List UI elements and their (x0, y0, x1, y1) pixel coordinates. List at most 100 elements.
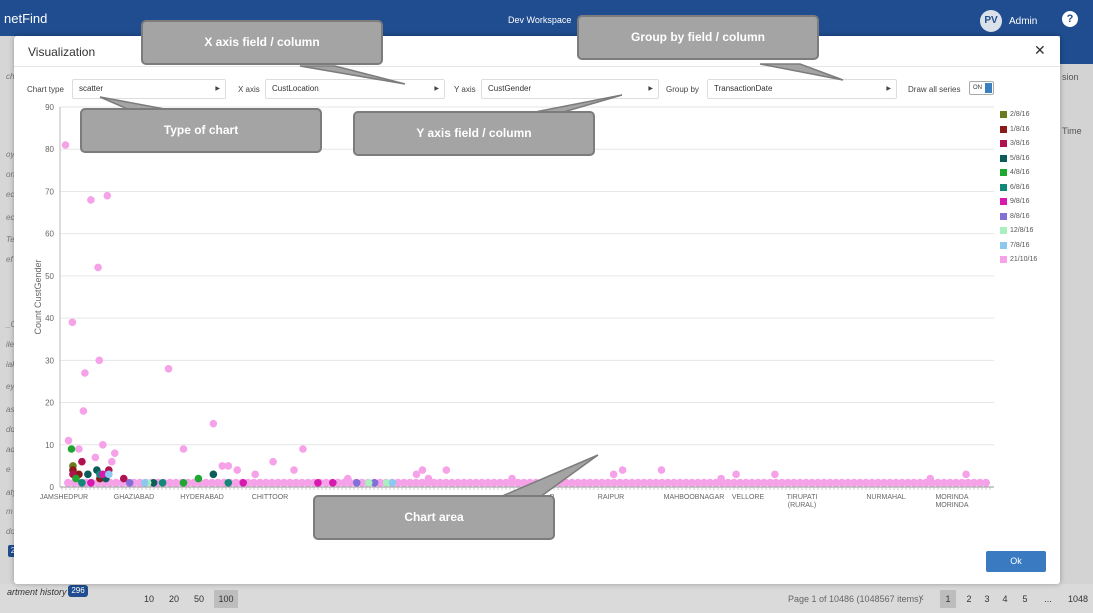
caret-right-icon: ▶ (648, 86, 653, 92)
data-point (700, 478, 708, 487)
data-point (286, 478, 294, 487)
legend-item[interactable]: 5/8/16 (1000, 153, 1060, 165)
data-point (466, 478, 474, 487)
legend-item[interactable]: 4/8/16 (1000, 167, 1060, 179)
previous-page-icon[interactable]: ‹ (920, 590, 924, 604)
data-point (742, 478, 750, 487)
page-2[interactable]: 2 (966, 594, 972, 604)
data-point (778, 478, 786, 487)
data-point (808, 478, 816, 487)
data-point (850, 478, 858, 487)
history-count-badge: 296 (68, 585, 88, 597)
data-point (232, 478, 240, 487)
data-point (676, 478, 684, 487)
page-4[interactable]: 4 (1002, 594, 1008, 604)
data-point (682, 478, 690, 487)
data-point (84, 470, 92, 479)
legend-item[interactable]: 7/8/16 (1000, 240, 1060, 252)
page-last[interactable]: 1048 (1067, 594, 1089, 604)
page-size-10[interactable]: 10 (143, 594, 154, 604)
y-tick-label: 70 (45, 187, 54, 196)
data-point (64, 436, 73, 445)
data-point (140, 478, 149, 487)
legend-item[interactable]: 3/8/16 (1000, 138, 1060, 150)
x-tick-label: HYDERABAD (180, 494, 224, 501)
legend-item[interactable]: 6/8/16 (1000, 182, 1060, 194)
data-point (736, 478, 744, 487)
page-3[interactable]: 3 (984, 594, 990, 604)
left-fragment: ey (6, 382, 15, 391)
data-point (962, 470, 970, 479)
data-point (172, 478, 180, 487)
data-point (940, 478, 948, 487)
legend-item[interactable]: 12/8/16 (1000, 225, 1060, 237)
user-name[interactable]: Admin (1009, 16, 1038, 27)
data-point (760, 478, 768, 487)
left-fragment: _C (6, 320, 17, 329)
data-point (64, 478, 72, 487)
right-column-fragment: Time (1062, 126, 1082, 136)
data-point (382, 478, 391, 487)
data-point (388, 478, 397, 487)
left-fragment: on (6, 170, 15, 179)
legend-item[interactable]: 8/8/16 (1000, 211, 1060, 223)
left-badge: 2 (8, 545, 18, 557)
legend-item[interactable]: 1/8/16 (1000, 124, 1060, 136)
legend-item[interactable]: 9/8/16 (1000, 196, 1060, 208)
help-icon[interactable]: ? (1062, 11, 1078, 27)
data-point (164, 364, 173, 373)
legend-swatch (1000, 212, 1007, 220)
legend-item[interactable]: 21/10/16 (1000, 254, 1060, 266)
legend-swatch (1000, 154, 1007, 162)
data-point (292, 478, 300, 487)
data-point (670, 478, 678, 487)
history-label[interactable]: artment history (7, 587, 67, 597)
x-axis-callout: X axis field / column (141, 20, 383, 65)
data-point (112, 478, 120, 487)
page-size-20[interactable]: 20 (168, 594, 179, 604)
data-point (490, 478, 498, 487)
background-right-panel (1060, 36, 1093, 596)
left-fragment: ec (6, 190, 15, 199)
page-5[interactable]: 5 (1022, 594, 1028, 604)
left-fragment: oy (6, 150, 15, 159)
page-size-50[interactable]: 50 (193, 594, 204, 604)
data-point (400, 478, 408, 487)
y-tick-label: 10 (45, 441, 54, 450)
data-point (766, 478, 774, 487)
data-point (442, 478, 450, 487)
data-point (430, 478, 438, 487)
data-point (105, 470, 113, 479)
data-point (224, 478, 233, 487)
left-fragment: iak (6, 360, 17, 369)
data-point (976, 478, 984, 487)
x-axis-label: X axis (238, 85, 260, 94)
legend-swatch (1000, 169, 1007, 176)
data-point (290, 466, 298, 474)
page-1[interactable]: 1 (940, 590, 956, 608)
data-point (179, 478, 188, 487)
data-point (202, 478, 210, 487)
legend-label: 9/8/16 (1010, 198, 1030, 205)
legend-item[interactable]: 2/8/16 (1000, 109, 1060, 121)
background-right-strip (1060, 36, 1093, 64)
data-point (628, 478, 636, 487)
draw-all-series-label: Draw all series (908, 85, 961, 94)
data-point (214, 478, 222, 487)
left-fragment: ec (6, 213, 15, 222)
data-point (280, 478, 288, 487)
y-axis-value: CustGender (488, 84, 532, 93)
close-icon[interactable]: ✕ (1034, 42, 1046, 58)
ok-button[interactable]: Ok (986, 551, 1046, 572)
draw-all-series-toggle[interactable]: ON (969, 81, 994, 95)
left-fragment: as (6, 405, 15, 414)
data-point (622, 478, 630, 487)
data-point (616, 478, 624, 487)
data-point (508, 474, 516, 483)
data-point (418, 478, 426, 487)
user-avatar[interactable]: PV (980, 10, 1002, 32)
x-tick-label: TIRUPATI (787, 494, 818, 501)
data-point (412, 470, 421, 479)
page-size-100[interactable]: 100 (214, 590, 238, 608)
modal-title: Visualization (28, 45, 96, 59)
